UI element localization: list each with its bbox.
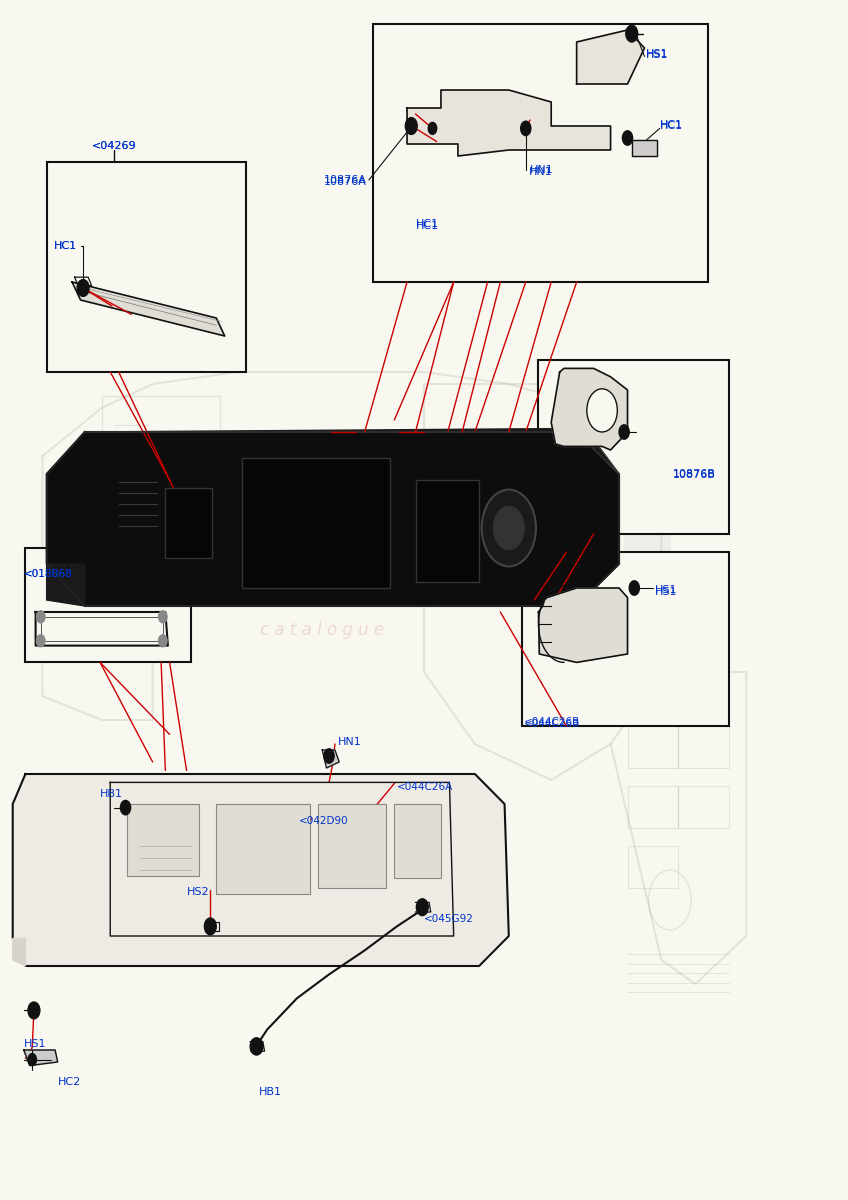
- Text: <04269: <04269: [92, 142, 137, 151]
- Text: HC2: HC2: [58, 1078, 81, 1087]
- Bar: [373, 24, 708, 282]
- Text: 10876A: 10876A: [323, 178, 366, 187]
- Text: <018B68: <018B68: [24, 569, 73, 578]
- Text: HB1: HB1: [259, 1087, 282, 1097]
- Text: HS1: HS1: [646, 49, 669, 59]
- Circle shape: [36, 635, 45, 647]
- Circle shape: [36, 611, 45, 623]
- Polygon shape: [322, 750, 339, 768]
- Bar: [673, 560, 720, 626]
- Text: HN1: HN1: [530, 166, 554, 175]
- Bar: [127, 804, 199, 876]
- Circle shape: [28, 1054, 36, 1066]
- Polygon shape: [551, 368, 628, 450]
- Circle shape: [120, 800, 131, 815]
- Bar: [318, 804, 386, 888]
- Text: HC1: HC1: [416, 221, 438, 230]
- Text: HC1: HC1: [660, 121, 683, 131]
- Text: söüderia: söüderia: [135, 515, 510, 589]
- Bar: [522, 552, 729, 726]
- Bar: [526, 491, 572, 557]
- Circle shape: [159, 611, 167, 623]
- Text: HB1: HB1: [100, 790, 123, 799]
- Polygon shape: [85, 428, 619, 474]
- Text: HN1: HN1: [338, 737, 361, 746]
- Bar: [538, 360, 729, 534]
- Bar: [25, 548, 191, 662]
- Circle shape: [428, 122, 437, 134]
- Text: HC1: HC1: [660, 120, 683, 130]
- Polygon shape: [13, 938, 25, 966]
- Bar: [678, 786, 729, 828]
- Bar: [575, 560, 622, 626]
- Circle shape: [482, 490, 536, 566]
- Polygon shape: [577, 30, 644, 84]
- Polygon shape: [47, 564, 85, 606]
- Text: <04269: <04269: [92, 142, 137, 151]
- Text: <044C26B: <044C26B: [524, 719, 580, 728]
- Bar: [526, 630, 572, 696]
- Text: <044C26B: <044C26B: [524, 718, 580, 727]
- Circle shape: [204, 918, 216, 935]
- Bar: [416, 480, 479, 582]
- Circle shape: [324, 749, 334, 763]
- Circle shape: [77, 280, 89, 296]
- Bar: [242, 458, 390, 588]
- Polygon shape: [36, 612, 168, 646]
- Text: 10876B: 10876B: [672, 469, 716, 479]
- Circle shape: [494, 506, 524, 550]
- Circle shape: [405, 118, 417, 134]
- Bar: [628, 786, 678, 828]
- Text: HC1: HC1: [53, 241, 76, 251]
- Bar: [394, 804, 441, 878]
- Circle shape: [622, 131, 633, 145]
- Text: <045G92: <045G92: [424, 914, 474, 924]
- Text: HS1: HS1: [646, 50, 669, 60]
- Polygon shape: [72, 282, 225, 336]
- Circle shape: [619, 425, 629, 439]
- Text: 10876A: 10876A: [324, 175, 367, 185]
- Circle shape: [251, 1038, 263, 1055]
- Text: c a t a l o g u e: c a t a l o g u e: [260, 622, 384, 638]
- Circle shape: [521, 121, 531, 136]
- Bar: [624, 491, 671, 557]
- Circle shape: [159, 635, 167, 647]
- Polygon shape: [13, 774, 509, 966]
- Bar: [575, 421, 622, 487]
- Text: <044C26A: <044C26A: [397, 782, 453, 792]
- Bar: [216, 804, 310, 894]
- Text: HS1: HS1: [655, 587, 678, 596]
- Text: HS1: HS1: [24, 1039, 47, 1049]
- Circle shape: [28, 1002, 40, 1019]
- Polygon shape: [47, 432, 619, 606]
- Circle shape: [416, 899, 428, 916]
- Circle shape: [629, 581, 639, 595]
- Text: <018B68: <018B68: [24, 569, 73, 578]
- Bar: [628, 846, 678, 888]
- Bar: [165, 488, 212, 558]
- Text: HC1: HC1: [53, 241, 76, 251]
- Text: HC1: HC1: [416, 220, 438, 229]
- Bar: [628, 726, 678, 768]
- Text: HS1: HS1: [655, 586, 678, 595]
- Text: <042D90: <042D90: [298, 816, 349, 826]
- Bar: [673, 421, 720, 487]
- Circle shape: [626, 25, 638, 42]
- Polygon shape: [24, 1050, 58, 1066]
- Text: HN1: HN1: [529, 167, 553, 176]
- Bar: [678, 726, 729, 768]
- Bar: [102, 396, 220, 516]
- Bar: [624, 630, 671, 696]
- Bar: [47, 162, 246, 372]
- Polygon shape: [407, 90, 611, 156]
- Text: HS2: HS2: [187, 887, 209, 896]
- Polygon shape: [632, 140, 657, 156]
- Polygon shape: [538, 588, 628, 662]
- Text: 10876B: 10876B: [672, 470, 716, 480]
- Circle shape: [587, 389, 617, 432]
- Circle shape: [250, 1038, 262, 1055]
